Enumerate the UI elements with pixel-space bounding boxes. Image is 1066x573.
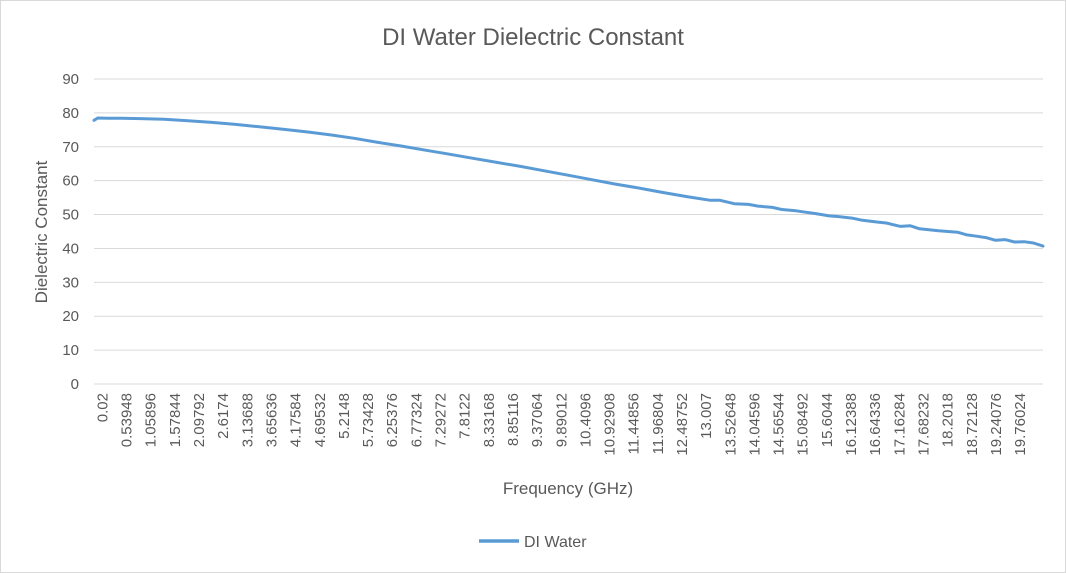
legend: DI Water [479,534,587,551]
x-tick-label: 0.02 [95,393,112,422]
x-tick-label: 14.04596 [746,393,763,456]
y-tick-label: 0 [71,376,79,393]
x-tick-label: 8.85116 [505,393,522,446]
y-tick-label: 70 [62,139,79,156]
chart-title: DI Water Dielectric Constant [382,24,684,51]
x-tick-label: 19.24076 [988,393,1005,456]
x-tick-label: 10.4096 [577,393,594,447]
y-axis-ticks: 0 10 20 30 40 50 60 70 80 90 [62,71,79,393]
y-tick-label: 40 [62,240,79,257]
x-tick-label: 15.6044 [819,393,836,447]
x-tick-label: 9.89012 [553,393,570,447]
x-tick-label: 9.37064 [529,393,546,447]
x-tick-label: 10.92908 [602,393,619,456]
x-tick-label: 18.72128 [964,393,981,456]
x-tick-label: 17.68232 [916,393,933,456]
x-tick-label: 4.69532 [312,393,329,447]
series-line-di-water [92,116,1045,248]
x-tick-label: 0.53948 [119,393,136,447]
x-tick-label: 13.52648 [722,393,739,456]
x-tick-label: 6.77324 [408,393,425,447]
x-tick-label: 2.6174 [215,393,232,439]
x-tick-label: 16.64336 [867,393,884,456]
x-tick-label: 15.08492 [795,393,812,456]
y-tick-label: 90 [62,71,79,88]
x-axis-ticks: 0.02 0.53948 1.05896 1.57844 2.09792 2.6174 3.… [95,393,1030,456]
x-tick-label: 7.8122 [457,393,474,439]
x-tick-label: 4.17584 [288,393,305,447]
series-layer [92,116,1045,248]
x-tick-label: 8.33168 [481,393,498,447]
x-tick-label: 1.05896 [143,393,160,447]
y-tick-label: 20 [62,308,79,325]
x-tick-label: 6.25376 [384,393,401,447]
x-tick-label: 1.57844 [167,393,184,447]
x-tick-label: 13.007 [698,393,715,439]
x-tick-label: 2.09792 [191,393,208,447]
x-tick-label: 11.44856 [626,393,643,454]
x-tick-label: 3.65636 [264,393,281,447]
legend-label-di-water: DI Water [524,534,587,551]
x-tick-label: 16.12388 [843,393,860,456]
y-tick-label: 60 [62,173,79,190]
y-tick-label: 80 [62,105,79,122]
x-tick-label: 5.2148 [336,393,353,439]
y-tick-label: 30 [62,274,79,291]
x-tick-label: 11.96804 [650,393,667,454]
x-tick-label: 3.13688 [239,393,256,447]
x-tick-label: 12.48752 [674,393,691,456]
x-axis-title: Frequency (GHz) [503,479,633,498]
y-axis-title: Dielectric Constant [32,160,51,303]
x-tick-label: 19.76024 [1012,393,1029,456]
y-tick-label: 50 [62,207,79,224]
gridlines [94,78,1043,385]
y-tick-label: 10 [62,342,79,359]
x-tick-label: 18.2018 [940,393,957,447]
x-tick-label: 7.29272 [433,393,450,447]
x-tick-label: 17.16284 [891,393,908,456]
x-tick-label: 14.56544 [771,393,788,456]
x-tick-label: 5.73428 [360,393,377,447]
